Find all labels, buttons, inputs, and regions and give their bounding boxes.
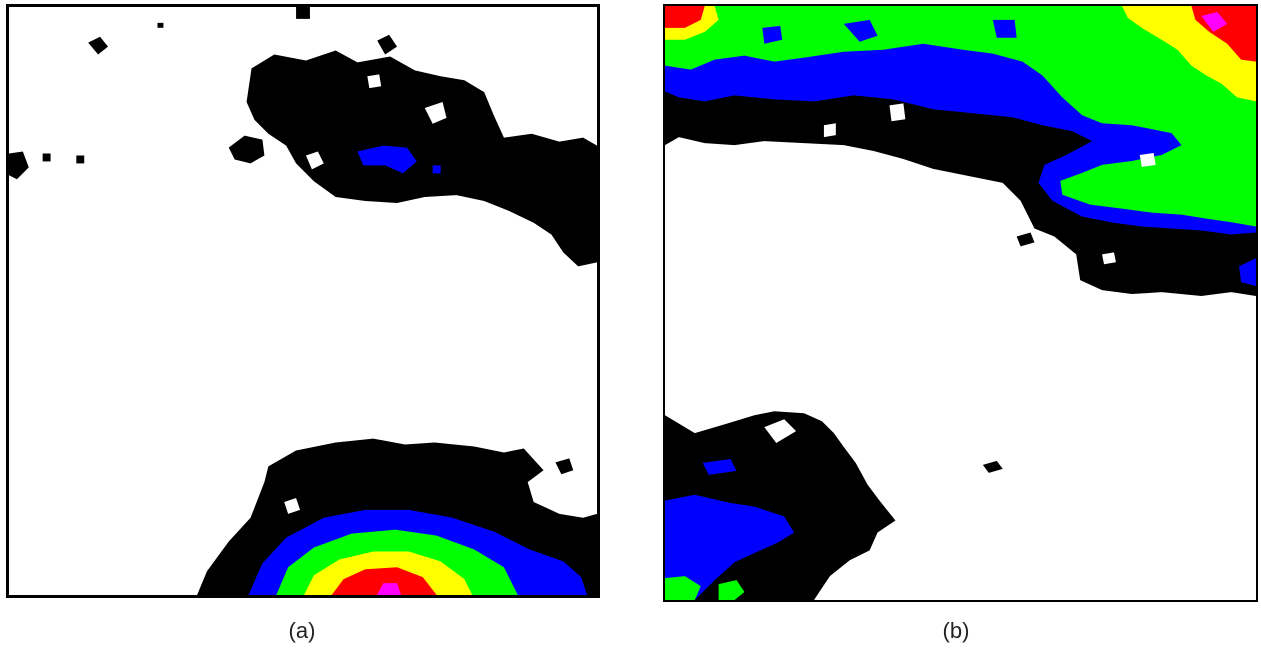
green-region-bottom xyxy=(665,576,701,600)
magenta-peak xyxy=(377,583,401,595)
blue-spot xyxy=(432,165,441,174)
red-region-top xyxy=(665,6,705,28)
magenta-peak xyxy=(1201,11,1228,32)
contour-map-b xyxy=(663,4,1258,602)
black-speck xyxy=(555,458,574,475)
black-speck xyxy=(42,153,51,162)
black-speck xyxy=(9,151,29,180)
white-hole xyxy=(889,103,906,122)
black-speck xyxy=(157,22,164,28)
green-region-bottom xyxy=(718,580,745,600)
contour-map-a xyxy=(6,4,600,598)
blue-island xyxy=(992,19,1017,38)
contour-map-b-graphic xyxy=(665,6,1256,600)
white-hole xyxy=(305,151,324,170)
white-hole xyxy=(1139,153,1156,167)
blue-region-bottom xyxy=(665,494,795,600)
black-speck xyxy=(377,34,398,55)
blue-island xyxy=(899,45,942,76)
white-hole xyxy=(823,123,836,138)
caption-a: (a) xyxy=(288,618,316,643)
white-hole xyxy=(1102,252,1116,265)
black-speck xyxy=(1016,232,1035,247)
black-region-top xyxy=(246,50,597,267)
black-speck xyxy=(982,460,1003,473)
white-hole xyxy=(367,74,382,89)
blue-island xyxy=(762,25,783,44)
white-hole xyxy=(424,102,447,124)
black-speck xyxy=(76,155,85,164)
blue-region-top xyxy=(357,145,417,174)
black-speck xyxy=(296,7,310,19)
blue-island xyxy=(702,458,737,475)
contour-map-a-graphic xyxy=(9,7,597,595)
blue-island xyxy=(1239,258,1256,287)
black-speck xyxy=(88,36,108,55)
blue-island xyxy=(843,19,878,42)
black-blob xyxy=(228,135,265,164)
caption-b: (b) xyxy=(942,618,970,643)
white-hole xyxy=(764,419,797,444)
green-region-top xyxy=(665,6,1256,227)
red-region-bottom xyxy=(331,567,437,595)
white-hole xyxy=(284,497,301,514)
